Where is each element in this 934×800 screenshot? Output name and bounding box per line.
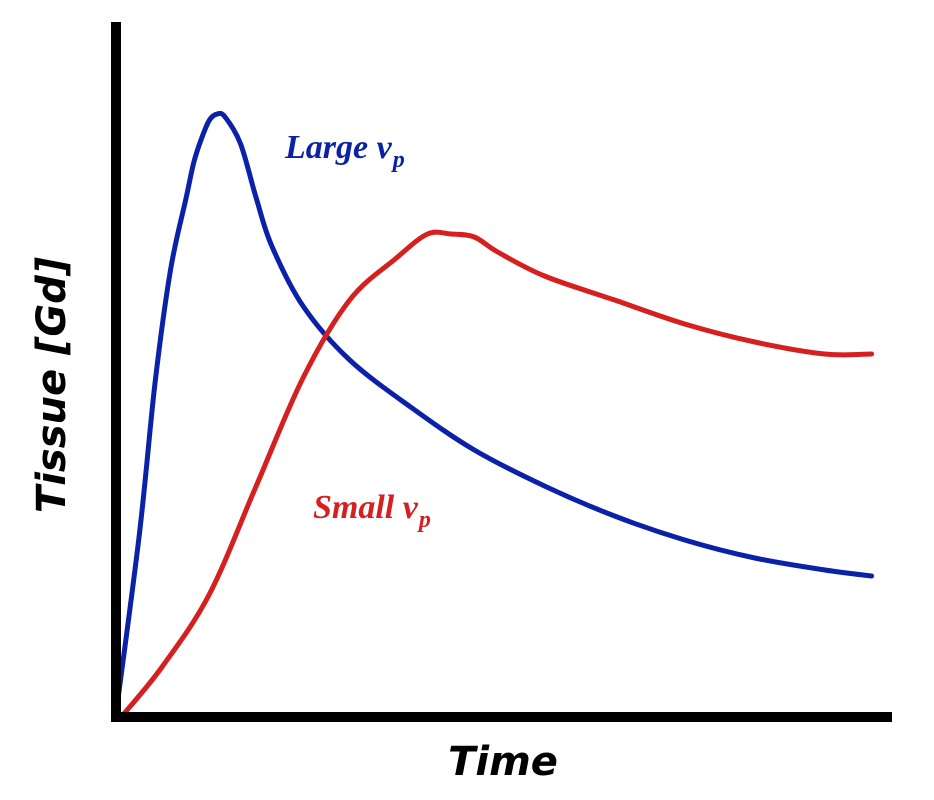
- x-axis-title: Time: [448, 739, 558, 785]
- y-axis-title: Tissue [Gd]: [29, 257, 75, 513]
- series-label-text: Large v: [284, 129, 393, 166]
- series-label-subscript: p: [391, 147, 405, 173]
- series-label-subscript: p: [417, 507, 431, 533]
- series-layer: [113, 110, 875, 717]
- series-label-large-vp: Large vp: [284, 129, 405, 173]
- series-line-large-vp: [113, 110, 875, 717]
- series-label-small-vp: Small vp: [313, 489, 431, 533]
- series-label-text: Small v: [313, 489, 419, 526]
- series-line-small-vp: [121, 229, 875, 717]
